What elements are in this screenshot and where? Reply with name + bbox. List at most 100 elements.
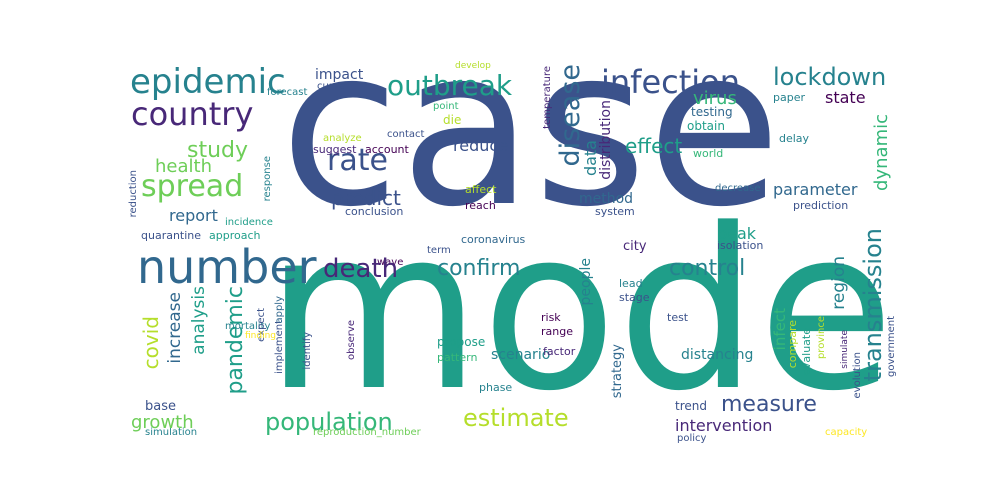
word: paper bbox=[773, 91, 805, 104]
word: obtain bbox=[687, 119, 725, 133]
word: growth bbox=[131, 412, 194, 433]
word: prediction bbox=[793, 199, 849, 212]
word: number bbox=[137, 240, 317, 294]
word: world bbox=[693, 147, 724, 160]
word: spread bbox=[141, 169, 244, 204]
word: population bbox=[265, 408, 393, 436]
word: approach bbox=[209, 229, 261, 242]
word: measure bbox=[721, 392, 817, 417]
word: reproduction_number bbox=[313, 427, 421, 438]
word: contact bbox=[387, 129, 425, 140]
word: control bbox=[669, 256, 746, 281]
word: apply bbox=[274, 296, 285, 324]
word: increase bbox=[165, 292, 185, 364]
word: forecast bbox=[267, 87, 308, 98]
word: system bbox=[595, 205, 635, 218]
word: method bbox=[579, 191, 634, 207]
word: transmission bbox=[859, 228, 887, 382]
word: conclusion bbox=[345, 205, 404, 218]
word: evolution bbox=[852, 352, 863, 399]
word: province bbox=[816, 316, 827, 360]
word: wave bbox=[377, 257, 404, 268]
word: range bbox=[541, 325, 573, 338]
word: people bbox=[578, 258, 594, 306]
word: phase bbox=[479, 381, 513, 394]
word: government bbox=[886, 316, 897, 377]
word: stage bbox=[619, 291, 650, 304]
word: region bbox=[829, 256, 849, 310]
word: predict bbox=[331, 186, 401, 210]
word: distribution bbox=[598, 100, 614, 180]
word: response bbox=[262, 156, 273, 202]
word: parameter bbox=[773, 180, 858, 199]
word: evaluate bbox=[800, 328, 813, 376]
word: identify bbox=[302, 332, 313, 370]
word: suggest bbox=[313, 143, 357, 156]
word: dynamic bbox=[871, 114, 892, 191]
word: outbreak bbox=[387, 69, 513, 102]
word: epidemic bbox=[130, 62, 286, 102]
word: study bbox=[187, 138, 249, 163]
word: test bbox=[667, 311, 689, 324]
word: delay bbox=[779, 132, 810, 145]
word: base bbox=[145, 399, 176, 414]
word: city bbox=[623, 239, 647, 254]
word: analyze bbox=[323, 133, 362, 144]
word: report bbox=[169, 206, 218, 225]
word: compare bbox=[786, 320, 799, 369]
word: rate bbox=[327, 143, 388, 178]
word: testing bbox=[691, 105, 733, 119]
word: impact bbox=[315, 67, 364, 83]
word: estimate bbox=[463, 404, 569, 432]
word: lead bbox=[619, 277, 643, 290]
word: analysis bbox=[189, 286, 209, 355]
word: capacity bbox=[825, 427, 868, 438]
word: die bbox=[443, 113, 462, 127]
word: pattern bbox=[437, 351, 478, 364]
word: implement bbox=[274, 320, 285, 374]
word: point bbox=[433, 101, 459, 112]
word: lockdown bbox=[773, 63, 887, 91]
word: factor bbox=[543, 345, 576, 358]
word: quarantine bbox=[141, 229, 202, 242]
word: simulation bbox=[145, 427, 198, 438]
word: decrease bbox=[715, 183, 761, 194]
word: reach bbox=[465, 199, 496, 212]
word: health bbox=[155, 156, 212, 177]
word: reduce bbox=[453, 136, 509, 155]
word: temperature bbox=[542, 66, 553, 129]
word: model bbox=[265, 182, 900, 440]
word: country bbox=[131, 95, 254, 133]
word: affect bbox=[465, 183, 497, 196]
word: policy bbox=[677, 433, 707, 444]
word: simulate bbox=[840, 330, 850, 369]
word: coronavirus bbox=[461, 233, 526, 246]
word: pandemic bbox=[223, 286, 248, 395]
word: infection bbox=[601, 63, 741, 101]
word: develop bbox=[455, 61, 491, 71]
word: reduction bbox=[128, 170, 139, 218]
word: scenario bbox=[491, 347, 551, 363]
word: mortality bbox=[225, 321, 271, 332]
word: isolation bbox=[717, 239, 764, 252]
word: trend bbox=[675, 399, 707, 413]
word: risk bbox=[541, 311, 561, 324]
word: effect bbox=[625, 134, 683, 158]
word: state bbox=[825, 88, 866, 107]
word: case bbox=[280, 60, 782, 255]
word: propose bbox=[437, 335, 486, 349]
word: virus bbox=[693, 88, 737, 109]
word: finding bbox=[245, 331, 277, 341]
word: term bbox=[427, 245, 451, 256]
word: incidence bbox=[225, 217, 273, 228]
word: intervention bbox=[675, 416, 773, 435]
word: disease bbox=[555, 64, 586, 167]
word: distancing bbox=[681, 347, 754, 363]
word-cloud: case model number epidemic country rate … bbox=[125, 60, 900, 445]
word: curve bbox=[317, 81, 346, 92]
word: observe bbox=[346, 320, 357, 361]
word: account bbox=[365, 143, 409, 156]
word: covid bbox=[139, 316, 163, 370]
word: peak bbox=[717, 224, 757, 243]
word: confirm bbox=[437, 256, 521, 281]
